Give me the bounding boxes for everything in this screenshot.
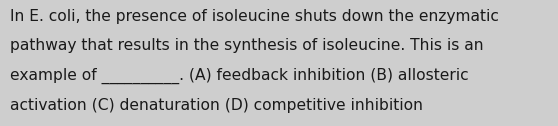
Text: activation (C) denaturation (D) competitive inhibition: activation (C) denaturation (D) competit… [10,98,423,113]
Text: pathway that results in the synthesis of isoleucine. This is an: pathway that results in the synthesis of… [10,38,484,53]
Text: example of __________. (A) feedback inhibition (B) allosteric: example of __________. (A) feedback inhi… [10,68,469,84]
Text: In E. coli, the presence of isoleucine shuts down the enzymatic: In E. coli, the presence of isoleucine s… [10,9,499,24]
